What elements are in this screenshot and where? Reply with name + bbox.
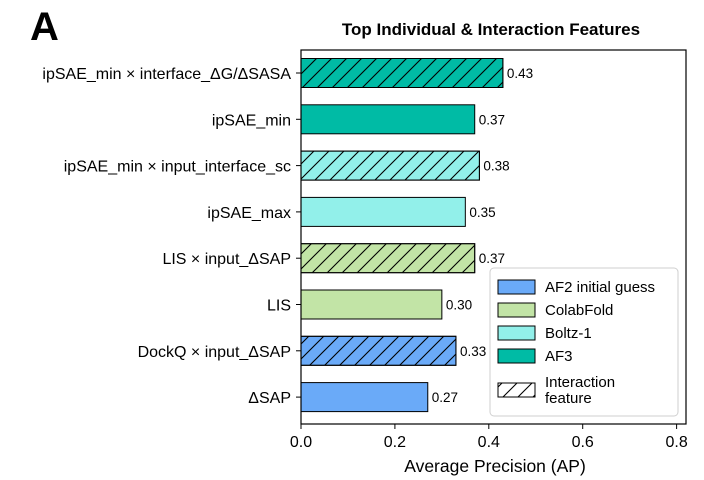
legend-label: Interaction feature — [545, 374, 615, 407]
chart-title: Top Individual & Interaction Features — [342, 20, 640, 39]
legend-swatch — [497, 348, 536, 364]
bars-layer: 0.43 ipSAE_min × interface_ΔG/ΔSASA 0.37 ip… — [42, 58, 533, 413]
x-tick-label: 0.6 — [572, 434, 594, 451]
legend: AF2 initial guess ColabFold Boltz-1 AF3 Inte… — [489, 267, 679, 417]
legend-label: Boltz-1 — [545, 325, 592, 342]
legend-label: ColabFold — [545, 302, 613, 319]
bar-value-label: 0.43 — [507, 66, 533, 81]
bar-group-3: 0.35 ipSAE_max — [207, 196, 496, 227]
bar-hatch-ipsae-min-interface-g-sasa — [300, 58, 504, 88]
legend-label: AF2 initial guess — [545, 279, 655, 296]
x-tick-label: 0.8 — [665, 434, 687, 451]
category-label: LIS — [267, 298, 291, 315]
legend-item-colabfold: ColabFold — [497, 302, 613, 319]
x-tick-label: 0.0 — [290, 434, 312, 451]
plot-frame — [300, 49, 687, 425]
bar-value-label: 0.38 — [483, 159, 509, 174]
legend-item-af2-initial-guess: AF2 initial guess — [497, 279, 655, 296]
category-label: LIS × input_ΔSAP — [162, 251, 291, 268]
category-label: ipSAE_min × input_interface_sc — [64, 159, 291, 176]
bar-lis — [300, 289, 443, 320]
bar-value-label: 0.37 — [479, 112, 505, 127]
bar-group-1: 0.37 ipSAE_min — [212, 104, 505, 135]
legend-swatch — [497, 279, 536, 295]
x-axis: 0.0 0.2 0.4 0.6 0.8 — [290, 424, 688, 451]
bar-group-4: 0.37 LIS × input_ΔSAP — [162, 243, 505, 274]
bar-group-0: 0.43 ipSAE_min × interface_ΔG/ΔSASA — [42, 58, 533, 88]
bar-value-label: 0.27 — [432, 390, 458, 405]
bar-ipsae-min — [300, 104, 476, 135]
legend-label: AF3 — [545, 348, 573, 365]
bar-value-label: 0.37 — [479, 251, 505, 266]
category-label: ipSAE_min — [212, 112, 291, 129]
bar-sap — [300, 382, 429, 413]
category-label: DockQ × input_ΔSAP — [138, 344, 291, 361]
category-label: ipSAE_max — [207, 205, 291, 222]
bar-hatch-dockq-input-sap — [300, 335, 457, 366]
x-tick-label: 0.2 — [384, 434, 406, 451]
bar-group-7: 0.27 ΔSAP — [248, 382, 458, 413]
legend-swatch — [497, 302, 536, 318]
legend-item-interaction-feature: Interaction feature — [497, 374, 615, 407]
legend-label-line: feature — [545, 390, 592, 407]
bar-hatch-ipsae-min-input-interface-sc — [300, 150, 480, 181]
bar-hatch-lis-input-sap — [300, 243, 476, 274]
legend-frame — [489, 267, 679, 417]
bar-ipsae-max — [300, 196, 466, 227]
x-tick-label: 0.4 — [478, 434, 500, 451]
bar-group-6: 0.33 DockQ × input_ΔSAP — [138, 335, 486, 366]
legend-item-boltz-1: Boltz-1 — [497, 325, 592, 342]
bar-group-5: 0.30 LIS — [267, 289, 472, 320]
x-axis-label: Average Precision (AP) — [404, 456, 586, 476]
category-label: ΔSAP — [248, 390, 291, 407]
legend-swatch — [497, 325, 536, 341]
bar-value-label: 0.30 — [446, 298, 472, 313]
bar-value-label: 0.33 — [460, 344, 486, 359]
bar-value-label: 0.35 — [469, 205, 495, 220]
category-label: ipSAE_min × interface_ΔG/ΔSASA — [42, 66, 291, 83]
legend-item-af3: AF3 — [497, 348, 573, 365]
panel-label: A — [30, 5, 59, 49]
legend-swatch-hatch — [497, 382, 536, 398]
legend-label-line: Interaction — [545, 374, 615, 391]
bar-group-2: 0.38 ipSAE_min × input_interface_sc — [64, 150, 510, 181]
